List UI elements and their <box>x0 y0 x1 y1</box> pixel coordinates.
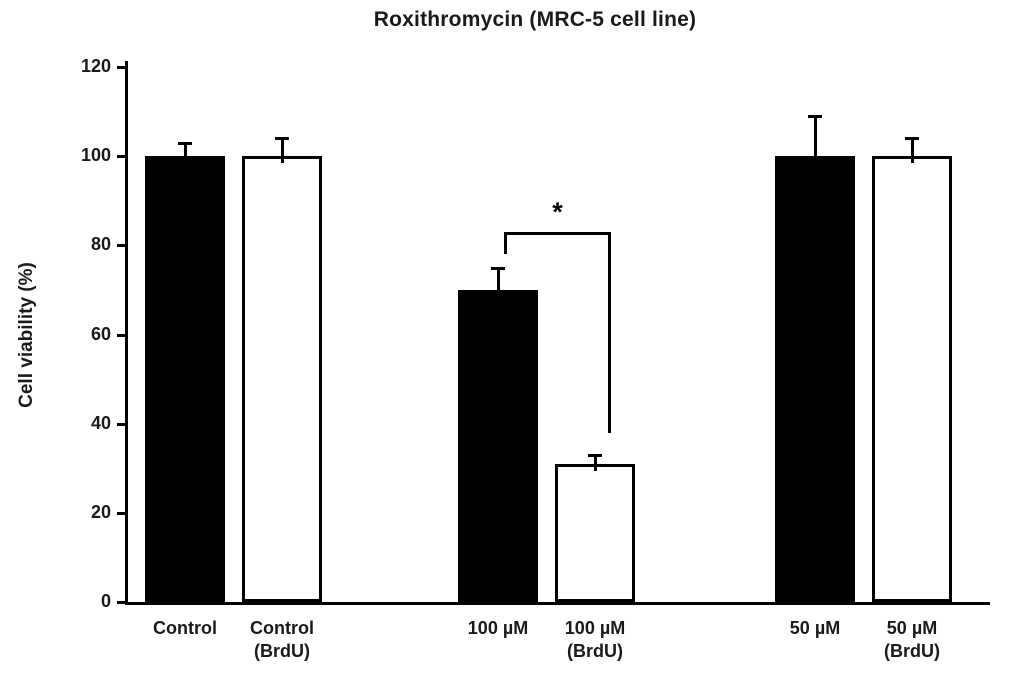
x-tick-label: 50 µM (BrdU) <box>884 618 940 662</box>
significance-bracket-top <box>504 231 611 235</box>
error-bar-cap <box>275 137 289 141</box>
y-tick-label: 0 <box>100 591 111 611</box>
y-axis-tick <box>117 601 125 604</box>
y-tick-label: 60 <box>90 323 111 344</box>
significance-star: * <box>552 196 563 227</box>
error-bar-stem <box>593 454 597 471</box>
chart-title: Roxithromycin (MRC-5 cell line) <box>373 8 697 31</box>
y-axis-tick <box>117 244 125 248</box>
bar <box>458 289 538 602</box>
x-tick-label: Control (BrdU) <box>250 618 314 662</box>
error-bar-stem <box>910 138 914 164</box>
x-tick-label: 50 µM <box>789 618 841 638</box>
y-tick-label: 20 <box>90 501 111 522</box>
y-axis-line <box>125 61 128 605</box>
error-bar-stem <box>813 116 817 164</box>
error-bar-cap <box>905 137 919 141</box>
x-tick-label: Control <box>153 618 217 638</box>
significance-bracket-left <box>504 231 507 255</box>
error-bar-stem <box>496 267 500 297</box>
bar <box>775 156 855 602</box>
error-bar-cap <box>178 141 192 145</box>
y-tick-label: 120 <box>80 56 111 76</box>
error-bar-cap <box>588 453 602 457</box>
y-axis-tick <box>117 66 125 69</box>
x-axis-line <box>125 602 990 605</box>
bar <box>242 156 322 602</box>
bar <box>555 463 635 602</box>
y-axis-tick <box>117 155 125 159</box>
error-bar-cap <box>491 266 505 270</box>
y-axis-label: Cell viability (%) <box>16 262 37 408</box>
bar <box>872 156 952 602</box>
error-bar-cap <box>808 115 822 119</box>
y-axis-tick <box>117 333 125 337</box>
y-axis-tick <box>117 511 125 515</box>
significance-bracket-right <box>608 231 611 433</box>
error-bar-stem <box>183 142 187 164</box>
bar <box>145 156 225 602</box>
y-tick-label: 40 <box>90 412 111 433</box>
x-tick-label: 100 µM <box>467 618 529 638</box>
x-tick-label: 100 µM (BrdU) <box>564 618 626 662</box>
y-tick-label: 100 <box>80 145 111 166</box>
y-tick-label: 80 <box>90 234 111 255</box>
y-axis-tick <box>117 422 125 426</box>
error-bar-stem <box>280 138 284 164</box>
